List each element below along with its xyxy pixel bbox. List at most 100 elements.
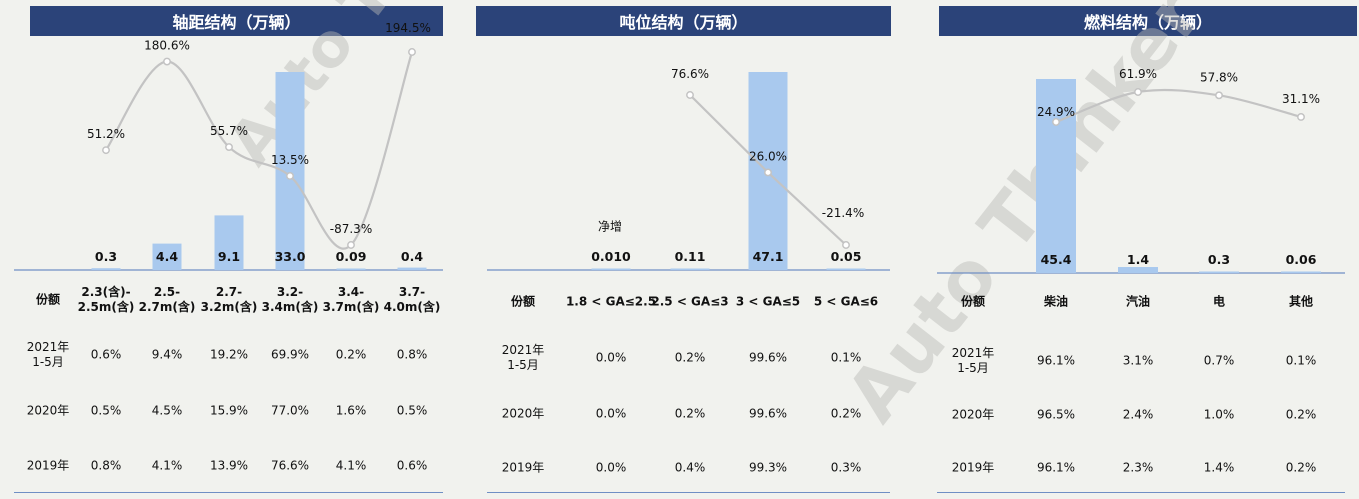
growth-point-5 [408,48,416,56]
growth-point-2 [764,168,772,177]
table-cell: 4.5% [151,403,183,418]
table-cell: 15.9% [209,403,249,418]
growth-label-0: 51.2% [87,127,125,141]
table-column-header: 3.4- 3.7m(含) [322,285,380,314]
growth-point-0 [1052,118,1060,126]
table-cell: 0.3% [830,460,862,475]
table-corner-label: 份额 [510,294,536,309]
growth-label-5: 194.5% [385,21,431,35]
table-cell: 0.2% [674,406,706,421]
table-cell: 0.4% [674,460,706,475]
table-column-header: 5 < GA≤6 [813,294,879,309]
table-cell: 0.6% [396,458,428,473]
bar-5 [397,267,427,270]
table-cell: 0.2% [335,347,367,362]
growth-line [105,51,414,250]
bar-3 [826,268,866,270]
table-row-label: 2021年 1-5月 [951,346,995,375]
table-cell: 96.5% [1036,407,1076,422]
growth-point-4 [347,241,355,249]
table-cell: 0.6% [90,347,122,362]
growth-point-3 [1297,113,1305,121]
bar-value-2: 47.1 [753,249,784,264]
growth-point-1 [1134,88,1142,96]
bar-1 [670,268,710,270]
table-column-header: 1.8 < GA≤2.5 [565,294,657,309]
growth-point-3 [842,241,850,249]
bar-0 [91,268,121,270]
table-cell: 96.1% [1036,353,1076,368]
panel-title-wheelbase: 轴距结构（万辆） [30,6,443,36]
table-cell: 0.2% [1285,407,1317,422]
table-column-header: 3.2- 3.4m(含) [261,285,319,314]
table-row-label: 2020年 [26,403,70,418]
table-cell: 0.2% [674,350,706,365]
growth-point-3 [286,172,294,180]
table-cell: 0.5% [90,403,122,418]
bar-value-4: 0.09 [336,249,367,264]
net-increase-label: 净增 [597,219,623,234]
growth-label-2: 55.7% [210,124,248,138]
growth-label-1: 180.6% [144,39,190,53]
table-cell: 76.6% [270,458,310,473]
table-cell: 0.8% [396,347,428,362]
panel-title-tonnage: 吨位结构（万辆） [476,6,891,36]
table-cell: 1.0% [1203,407,1235,422]
bar-1 [152,243,182,270]
table-cell: 13.9% [209,458,249,473]
table-cell: 77.0% [270,403,310,418]
table-column-header: 3.7- 4.0m(含) [383,285,441,314]
growth-label-3: 31.1% [1282,92,1320,106]
table-column-header: 2.3(含)- 2.5m(含) [77,285,135,314]
table-corner-label: 份额 [960,294,986,309]
table-cell: 96.1% [1036,460,1076,475]
bar-value-2: 0.3 [1208,252,1230,267]
bar-1 [1118,267,1158,273]
bar-value-5: 0.4 [401,249,423,264]
growth-label-2: 26.0% [749,149,787,163]
growth-line [1055,88,1302,124]
table-cell: 99.6% [748,406,788,421]
table-row-label: 2021年 1-5月 [26,340,70,369]
table-cell: 2.4% [1122,407,1154,422]
table-column-header: 其他 [1288,294,1314,309]
table-cell: 0.0% [595,350,627,365]
table-column-header: 3 < GA≤5 [735,294,801,309]
table-row-label: 2020年 [501,406,545,421]
bar-value-1: 1.4 [1127,252,1149,267]
table-row-label: 2021年 1-5月 [501,343,545,372]
bar-value-2: 9.1 [218,249,240,264]
growth-label-2: 57.8% [1200,70,1238,84]
growth-point-1 [686,91,694,99]
bar-value-0: 0.3 [95,249,117,264]
table-cell: 99.3% [748,460,788,475]
table-cell: 19.2% [209,347,249,362]
table-row-label: 2019年 [501,460,545,475]
table-cell: 4.1% [335,458,367,473]
bar-4 [336,268,366,270]
table-column-header: 电 [1212,294,1226,309]
growth-point-2 [225,143,233,152]
table-row-label: 2019年 [26,458,70,473]
table-cell: 3.1% [1122,353,1154,368]
growth-label-0: 24.9% [1037,105,1075,119]
growth-label-4: -87.3% [330,222,372,236]
panel-title-fuel: 燃料结构（万辆） [939,6,1357,36]
bar-value-1: 4.4 [156,249,178,264]
table-cell: 1.4% [1203,460,1235,475]
growth-point-0 [102,146,110,155]
table-column-header: 汽油 [1125,294,1151,309]
growth-label-1: 61.9% [1119,67,1157,81]
table-bottom-rule [14,492,443,493]
table-cell: 1.6% [335,403,367,418]
bar-value-3: 0.06 [1286,252,1317,267]
table-corner-label: 份额 [35,292,61,307]
table-cell: 2.3% [1122,460,1154,475]
table-row-label: 2019年 [951,460,995,475]
table-cell: 0.2% [1285,460,1317,475]
table-column-header: 2.7- 3.2m(含) [200,285,258,314]
growth-label-3: -21.4% [822,206,864,220]
table-cell: 9.4% [151,347,183,362]
table-cell: 0.0% [595,460,627,475]
